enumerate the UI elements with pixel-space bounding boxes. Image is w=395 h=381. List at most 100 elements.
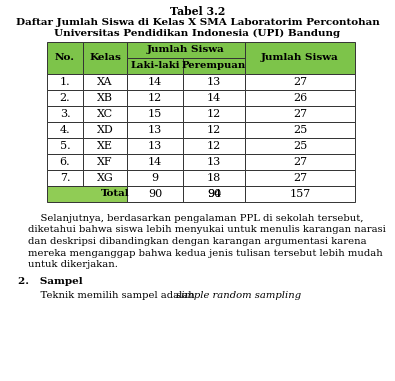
Bar	[245, 42, 355, 74]
Text: 13: 13	[207, 77, 221, 87]
Bar	[183, 154, 245, 170]
Text: 9: 9	[151, 173, 158, 183]
Bar	[183, 106, 245, 122]
Bar	[47, 122, 83, 138]
Text: 94: 94	[207, 189, 221, 199]
Text: 15: 15	[148, 109, 162, 119]
Text: No.: No.	[55, 53, 75, 62]
Text: 25: 25	[293, 125, 307, 135]
Bar	[83, 138, 127, 154]
Text: 12: 12	[207, 125, 221, 135]
Text: dan deskripsi dibandingkan dengan karangan argumentasi karena: dan deskripsi dibandingkan dengan karang…	[28, 237, 367, 246]
Text: 14: 14	[148, 157, 162, 167]
Bar	[245, 186, 355, 202]
Bar	[47, 138, 83, 154]
Bar	[83, 42, 127, 74]
Text: 12: 12	[207, 109, 221, 119]
Bar	[245, 170, 355, 186]
Bar	[47, 154, 83, 170]
Bar	[127, 42, 245, 58]
Text: 5.: 5.	[60, 141, 70, 151]
Text: Daftar Jumlah Siswa di Kelas X SMA Laboratorim Percontohan: Daftar Jumlah Siswa di Kelas X SMA Labor…	[16, 18, 379, 27]
Bar	[47, 74, 83, 90]
Text: 90: 90	[207, 189, 221, 199]
Bar	[245, 122, 355, 138]
Text: untuk dikerjakan.: untuk dikerjakan.	[28, 260, 118, 269]
Text: Selanjutnya, berdasarkan pengalaman PPL di sekolah tersebut,: Selanjutnya, berdasarkan pengalaman PPL …	[28, 214, 363, 223]
Bar	[245, 138, 355, 154]
Bar	[47, 186, 183, 202]
Bar	[245, 90, 355, 106]
Bar	[127, 170, 183, 186]
Bar	[47, 90, 83, 106]
Text: 14: 14	[148, 77, 162, 87]
Text: Tabel 3.2: Tabel 3.2	[170, 6, 225, 17]
Text: XD: XD	[97, 125, 113, 135]
Text: Teknik memilih sampel adalah: Teknik memilih sampel adalah	[28, 290, 198, 299]
Text: 27: 27	[293, 77, 307, 87]
Text: 12: 12	[207, 141, 221, 151]
Text: Total: Total	[101, 189, 129, 199]
Text: XA: XA	[97, 77, 113, 87]
Bar	[127, 106, 183, 122]
Bar	[127, 186, 183, 202]
Text: 12: 12	[148, 93, 162, 103]
Bar	[183, 90, 245, 106]
Bar	[127, 122, 183, 138]
Bar	[183, 74, 245, 90]
Text: 13: 13	[207, 157, 221, 167]
Bar	[127, 58, 183, 74]
Bar	[127, 138, 183, 154]
Text: XE: XE	[97, 141, 113, 151]
Bar	[47, 170, 83, 186]
Text: XF: XF	[97, 157, 113, 167]
Text: 13: 13	[148, 141, 162, 151]
Bar	[83, 74, 127, 90]
Bar	[245, 74, 355, 90]
Text: Jumlah Siswa: Jumlah Siswa	[147, 45, 225, 54]
Text: 27: 27	[293, 109, 307, 119]
Text: diketahui bahwa siswa lebih menyukai untuk menulis karangan narasi: diketahui bahwa siswa lebih menyukai unt…	[28, 226, 386, 234]
Text: 27: 27	[293, 157, 307, 167]
Text: Perempuan: Perempuan	[182, 61, 246, 70]
Text: 2.: 2.	[60, 93, 70, 103]
Bar	[83, 170, 127, 186]
Bar	[183, 138, 245, 154]
Bar	[83, 154, 127, 170]
Text: 26: 26	[293, 93, 307, 103]
Text: 27: 27	[293, 173, 307, 183]
Bar	[183, 170, 245, 186]
Text: 18: 18	[207, 173, 221, 183]
Bar	[47, 106, 83, 122]
Bar	[83, 90, 127, 106]
Text: XC: XC	[97, 109, 113, 119]
Text: XB: XB	[97, 93, 113, 103]
Bar	[83, 106, 127, 122]
Text: 25: 25	[293, 141, 307, 151]
Text: XG: XG	[97, 173, 113, 183]
Bar	[183, 186, 245, 202]
Text: 7.: 7.	[60, 173, 70, 183]
Text: 14: 14	[207, 93, 221, 103]
Text: Universitas Pendidikan Indonesia (UPI) Bandung: Universitas Pendidikan Indonesia (UPI) B…	[55, 29, 340, 38]
Text: 6.: 6.	[60, 157, 70, 167]
Bar	[183, 122, 245, 138]
Text: simple random sampling: simple random sampling	[176, 290, 301, 299]
Text: 2.   Sampel: 2. Sampel	[18, 277, 83, 287]
Bar	[183, 186, 245, 202]
Text: 4.: 4.	[60, 125, 70, 135]
Text: Laki-laki: Laki-laki	[130, 61, 180, 70]
Bar	[245, 106, 355, 122]
Text: Kelas: Kelas	[89, 53, 121, 62]
Bar	[83, 122, 127, 138]
Text: mereka menganggap bahwa kedua jenis tulisan tersebut lebih mudah: mereka menganggap bahwa kedua jenis tuli…	[28, 248, 383, 258]
Text: 3.: 3.	[60, 109, 70, 119]
Bar	[127, 90, 183, 106]
Text: Jumlah Siswa: Jumlah Siswa	[261, 53, 339, 62]
Text: 1.: 1.	[60, 77, 70, 87]
Text: 157: 157	[290, 189, 310, 199]
Bar	[245, 154, 355, 170]
Bar	[183, 58, 245, 74]
Text: 90: 90	[148, 189, 162, 199]
Text: 13: 13	[148, 125, 162, 135]
